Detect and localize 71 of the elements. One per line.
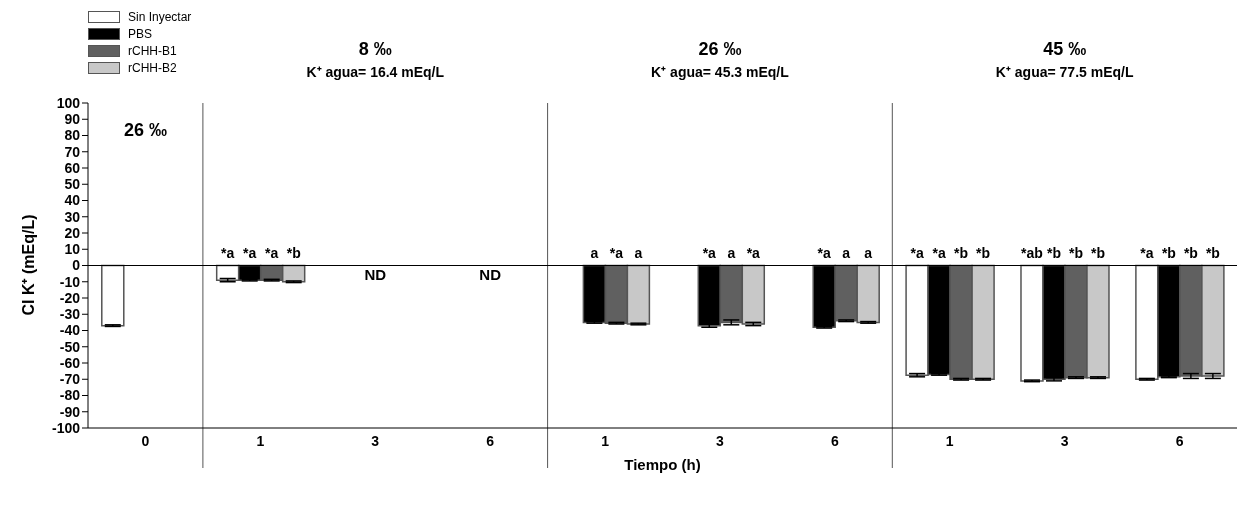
data-label: *b (954, 244, 969, 261)
text: 45 ‰ (1043, 39, 1087, 59)
y-tick-label: -70 (59, 371, 81, 388)
x-tick-label: 3 (1060, 432, 1069, 449)
legend-label: rCHH-B2 (128, 60, 177, 75)
x-tick-label: 1 (256, 432, 265, 449)
data-label: *b (286, 244, 301, 261)
y-tick-label: 90 (64, 111, 81, 128)
y-tick-label: -10 (59, 273, 81, 290)
data-label: *a (817, 244, 832, 261)
data-label: *a (702, 244, 717, 261)
text: 26 ‰ (698, 39, 742, 59)
y-tick-label: 10 (64, 241, 81, 258)
data-label: *b (1090, 244, 1105, 261)
x-tick-label: 6 (830, 432, 839, 449)
y-tick-label: -100 (51, 419, 81, 436)
y-tick-label: 0 (72, 257, 81, 274)
y-tick-label: 60 (64, 159, 81, 176)
data-label: *a (609, 244, 624, 261)
data-label: a (634, 244, 643, 261)
data-label: *b (1161, 244, 1176, 261)
annotation: ND (479, 266, 502, 284)
text: K⁺ agua= 16.4 mEq/L (306, 64, 445, 80)
text: K⁺ agua= 45.3 mEq/L (651, 64, 790, 80)
x-tick-label: 1 (601, 432, 610, 449)
data-label: a (864, 244, 873, 261)
data-label: *b (1183, 244, 1198, 261)
x-tick-label: 6 (486, 432, 495, 449)
x-tick-label: 3 (371, 432, 380, 449)
data-label: *a (746, 244, 761, 261)
legend-label: Sin Inyectar (128, 9, 192, 24)
y-tick-label: 100 (56, 94, 81, 111)
x-axis-title: Tiempo (h) (624, 456, 701, 473)
data-label: *b (1205, 244, 1220, 261)
data-label: a (590, 244, 599, 261)
text: K⁺ agua= 77.5 mEq/L (995, 64, 1134, 80)
annotation: 26 ‰ (123, 119, 167, 140)
x-tick-label: 6 (1175, 432, 1184, 449)
y-tick-label: 50 (64, 176, 81, 193)
y-tick-label: -90 (59, 403, 81, 420)
y-tick-label: -20 (59, 289, 81, 306)
legend-label: rCHH-B1 (128, 43, 177, 58)
data-label: *b (1068, 244, 1083, 261)
data-label: *a (932, 244, 946, 261)
x-tick-label: 3 (716, 432, 725, 449)
data-label: *b (976, 244, 991, 261)
y-tick-label: -30 (59, 306, 81, 323)
data-label: *a (1140, 244, 1154, 261)
y-axis-title: CI K⁺ (mEq/L) (19, 214, 37, 316)
x-tick-label: 0 (141, 432, 150, 449)
y-tick-label: -60 (59, 354, 81, 371)
data-label: *a (265, 244, 279, 261)
y-tick-label: 30 (64, 208, 81, 225)
y-tick-label: -40 (59, 322, 81, 339)
y-tick-label: 80 (64, 127, 81, 144)
y-tick-label: 40 (64, 192, 81, 209)
data-label: *a (910, 244, 924, 261)
data-label: a (842, 244, 851, 261)
text: 8 ‰ (358, 39, 392, 59)
legend-label: PBS (128, 26, 153, 41)
y-tick-label: -80 (59, 387, 81, 404)
data-label: *a (243, 244, 257, 261)
x-tick-label: 1 (945, 432, 954, 449)
y-tick-label: 70 (64, 143, 81, 160)
data-label: *b (1046, 244, 1061, 261)
y-tick-label: 20 (64, 224, 81, 241)
data-label: *ab (1021, 244, 1043, 261)
annotation: ND (364, 266, 387, 284)
data-label: a (727, 244, 736, 261)
y-tick-label: -50 (59, 338, 81, 355)
data-label: *a (221, 244, 235, 261)
